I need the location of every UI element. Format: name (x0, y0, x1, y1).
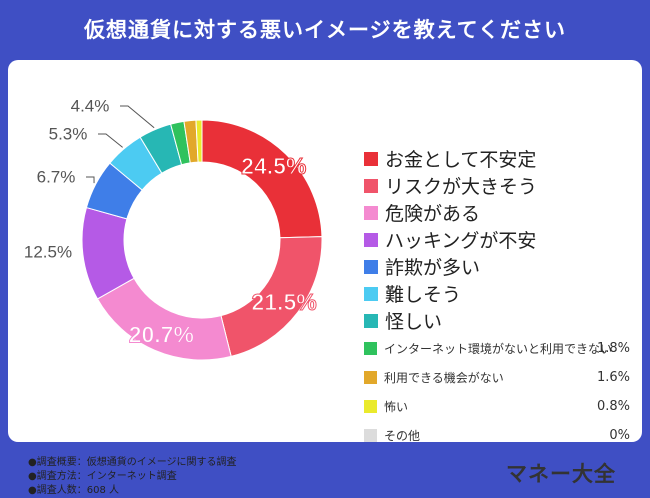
legend-item-10: その他 0% (364, 421, 636, 450)
legend-item-4: 詐欺が多い (364, 253, 636, 280)
legend-label-0: お金として不安定 (385, 149, 537, 171)
legend-label-9: 怖い (384, 400, 409, 414)
data-label-6: 4.4% (71, 97, 110, 116)
brand-logo-text: マネー大全 (506, 462, 616, 486)
legend-value-10: 0% (609, 428, 630, 443)
legend-item-7: インターネット環境がないと利用できない 1.8% (364, 334, 636, 363)
legend-swatch-9 (364, 400, 377, 413)
data-label-4: 6.7% (37, 168, 76, 187)
legend-item-9: 怖い 0.8% (364, 392, 636, 421)
legend-swatch-8 (364, 371, 377, 384)
legend-item-0: お金として不安定 (364, 145, 636, 172)
legend-swatch-10 (364, 429, 377, 442)
legend-value-9: 0.8% (596, 399, 630, 414)
legend-swatch-4 (364, 259, 378, 274)
data-label-0: 24.5% (241, 153, 306, 179)
survey-line-count: ●調査人数：608 人 (28, 485, 119, 496)
legend-value-7: 1.8% (596, 341, 630, 356)
legend-item-2: 危険がある (364, 199, 636, 226)
slice-2 (96, 277, 232, 361)
legend-swatch-6 (364, 313, 378, 328)
donut-chart: 24.5% 21.5% 20.7% 12.5% 6.7% 5.3% 4.4% (24, 97, 323, 361)
legend-item-3: ハッキングが不安 (364, 226, 636, 253)
legend-label-1: リスクが大きそう (385, 176, 538, 198)
data-label-5: 5.3% (49, 125, 88, 144)
legend-label-2: 危険がある (385, 203, 481, 225)
leader-line-6 (120, 105, 155, 129)
survey-line-method: ●調査方法：インターネット調査 (28, 471, 177, 482)
data-label-1: 21.5% (251, 289, 316, 315)
survey-line-overview: ●調査概要：仮想通貨のイメージに関する調査 (28, 457, 237, 468)
leader-line-4 (86, 176, 95, 184)
legend-value-8: 1.6% (596, 370, 630, 385)
legend-label-6: 怪しい (385, 311, 443, 333)
legend-item-5: 難しそう (364, 280, 636, 307)
legend-swatch-1 (364, 178, 378, 193)
legend-item-1: リスクが大きそう (364, 172, 636, 199)
data-label-2: 20.7% (129, 322, 194, 348)
chart-title: 仮想通貨に対する悪いイメージを教えてください (84, 18, 566, 42)
legend-swatch-3 (364, 232, 378, 247)
legend: お金として不安定 リスクが大きそう 危険があるハッキングが不安 詐欺が多い難しそう怪し… (364, 145, 636, 450)
legend-label-7: インターネット環境がないと利用できない (384, 342, 613, 356)
data-label-3: 12.5% (24, 243, 72, 262)
chart-card: 24.5% 21.5% 20.7% 12.5% 6.7% 5.3% 4.4% お金として不安… (8, 60, 642, 496)
legend-swatch-0 (364, 151, 378, 166)
survey-info: ●調査概要：仮想通貨のイメージに関する調査 ●調査方法：インターネット調査 ●調… (28, 456, 237, 498)
legend-label-8: 利用できる機会がない (384, 371, 504, 385)
leader-line-5 (98, 133, 123, 148)
legend-label-5: 難しそう (385, 284, 462, 306)
legend-label-3: ハッキングが不安 (385, 230, 537, 252)
legend-label-10: その他 (384, 429, 421, 443)
legend-item-6: 怪しい (364, 307, 636, 334)
legend-swatch-7 (364, 342, 377, 355)
legend-item-8: 利用できる機会がない 1.6% (364, 363, 636, 392)
legend-label-4: 詐欺が多い (385, 257, 481, 279)
legend-swatch-5 (364, 286, 378, 301)
legend-swatch-2 (364, 205, 378, 220)
slice-9 (195, 119, 203, 163)
